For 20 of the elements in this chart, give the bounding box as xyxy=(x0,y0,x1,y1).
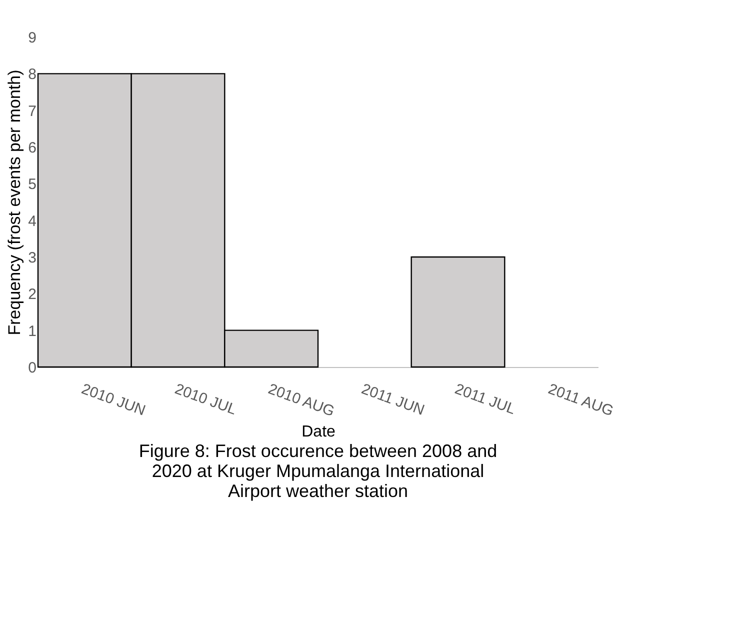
y-axis-title: Frequency (frost events per month) xyxy=(5,70,24,336)
y-tick-label: 0 xyxy=(28,360,36,376)
x-tick-label: 2011 AUG xyxy=(546,380,616,420)
y-tick-label: 7 xyxy=(28,102,36,120)
x-axis-title: Date xyxy=(302,424,336,441)
y-tick-label: 4 xyxy=(28,212,36,230)
x-tick-label: 2011 JUL xyxy=(452,380,518,418)
x-tick-label: 2010 JUL xyxy=(172,380,239,418)
y-tick-label: 5 xyxy=(28,176,36,194)
x-tick-label: 2010 AUG xyxy=(266,380,337,420)
y-tick-label: 1 xyxy=(28,322,36,340)
x-tick-label: 2011 JUN xyxy=(359,380,427,419)
y-tick-label: 6 xyxy=(28,140,36,156)
y-tick-label: 2 xyxy=(28,286,36,304)
y-tick-label: 8 xyxy=(28,66,36,84)
y-tick-label: 9 xyxy=(28,30,36,46)
bar xyxy=(410,256,506,368)
text: Figure 8: Frost occurence between 2008 and 2020 at Kruger Mpumalanga International Airport weather station xyxy=(138,441,498,502)
x-tick-label: 2010 JUN xyxy=(79,380,148,420)
y-tick-label: 3 xyxy=(28,250,36,266)
